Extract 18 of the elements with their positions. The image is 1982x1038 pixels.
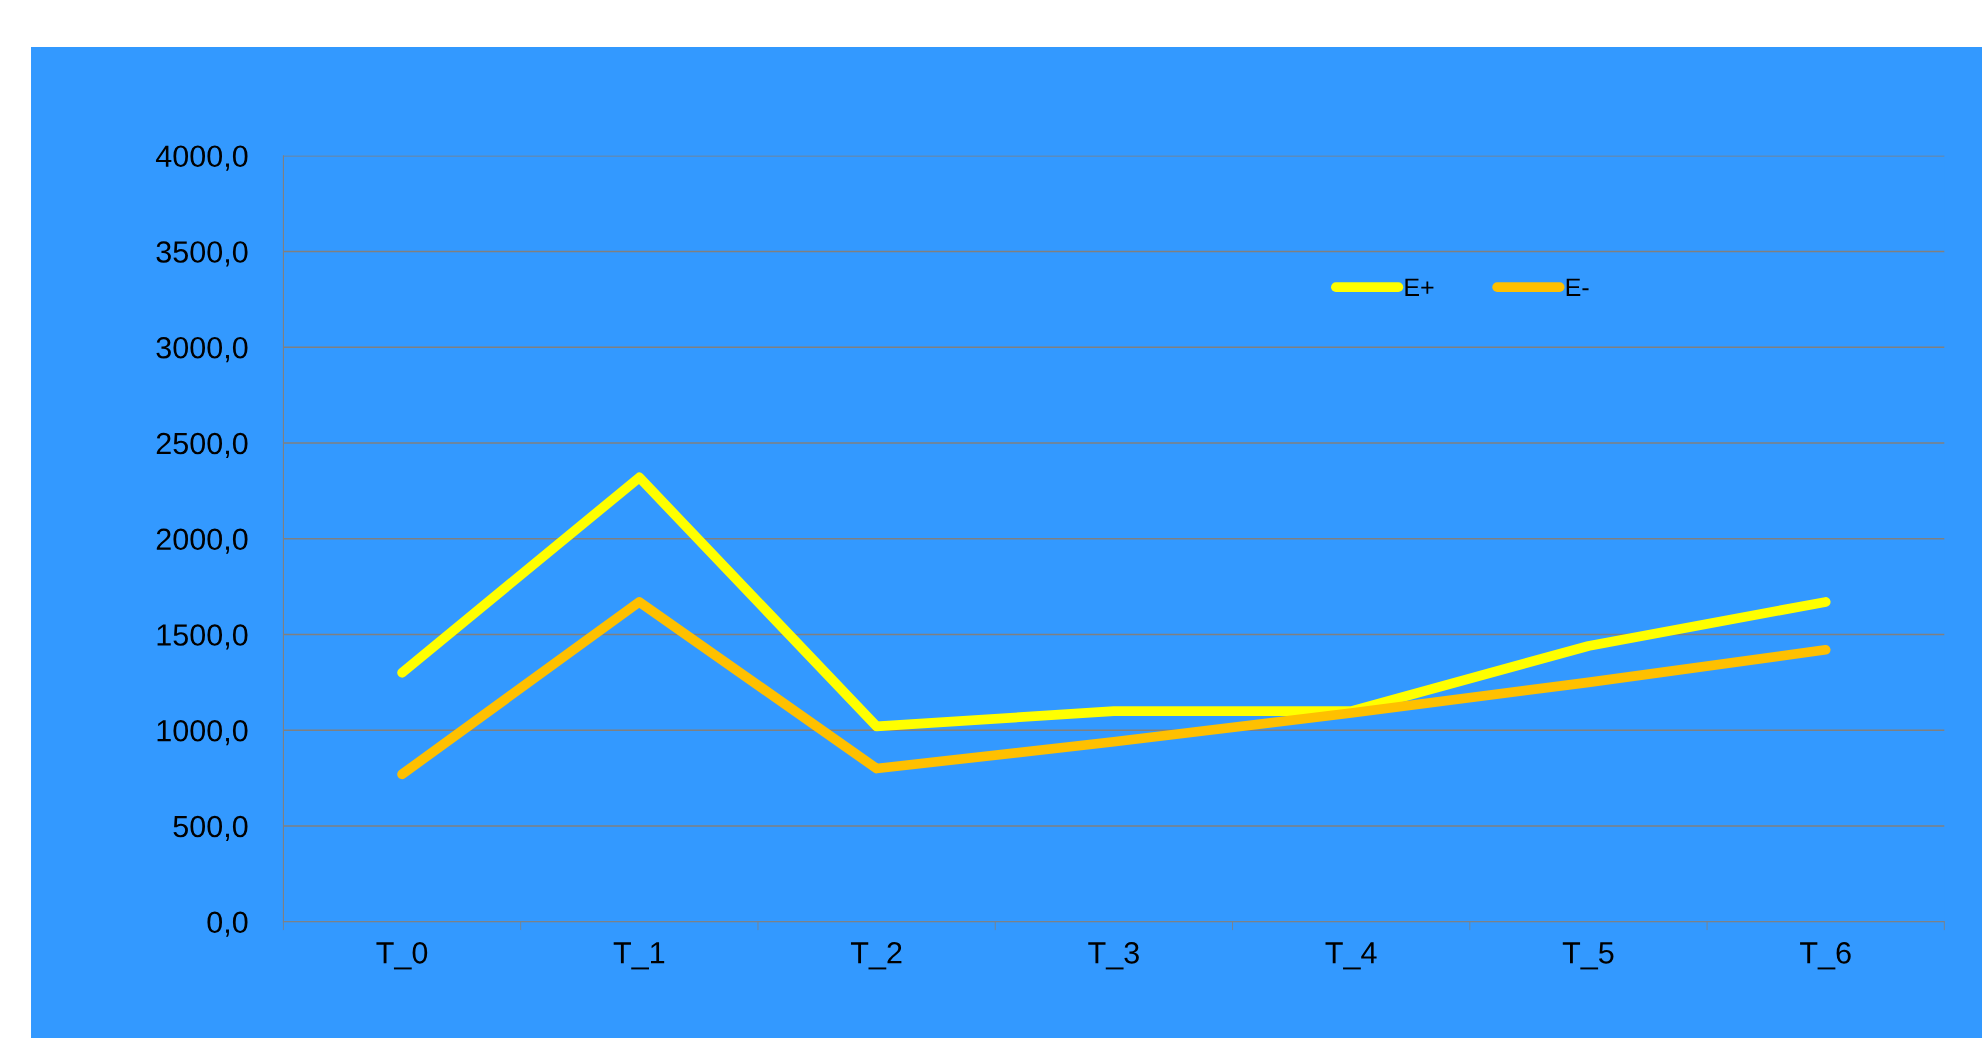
y-tick-label: 1500,0 (157, 624, 248, 650)
legend-label: E- (1566, 278, 1589, 296)
x-tick-label: T_4 (1325, 942, 1377, 970)
y-tick-label: 4000,0 (155, 145, 248, 171)
x-tick-label: T_6 (1800, 942, 1851, 970)
y-tick-label: 2000,0 (156, 528, 248, 554)
y-tick-label: 3000,0 (156, 336, 248, 363)
y-tick-label: 500,0 (173, 815, 248, 841)
x-tick-label: T_2 (850, 942, 902, 970)
x-tick-label: T_3 (1088, 942, 1139, 970)
x-tick-label: T_0 (376, 942, 428, 970)
y-tick-label: 3500,0 (156, 241, 248, 267)
x-tick-label: T_5 (1562, 942, 1614, 970)
legend-label: E+ (1405, 278, 1434, 296)
y-tick-label: 2500,0 (156, 432, 248, 458)
y-tick-label: 0,0 (207, 911, 248, 937)
x-tick-label: T_1 (613, 942, 665, 970)
y-tick-label: 1000,0 (157, 719, 248, 746)
